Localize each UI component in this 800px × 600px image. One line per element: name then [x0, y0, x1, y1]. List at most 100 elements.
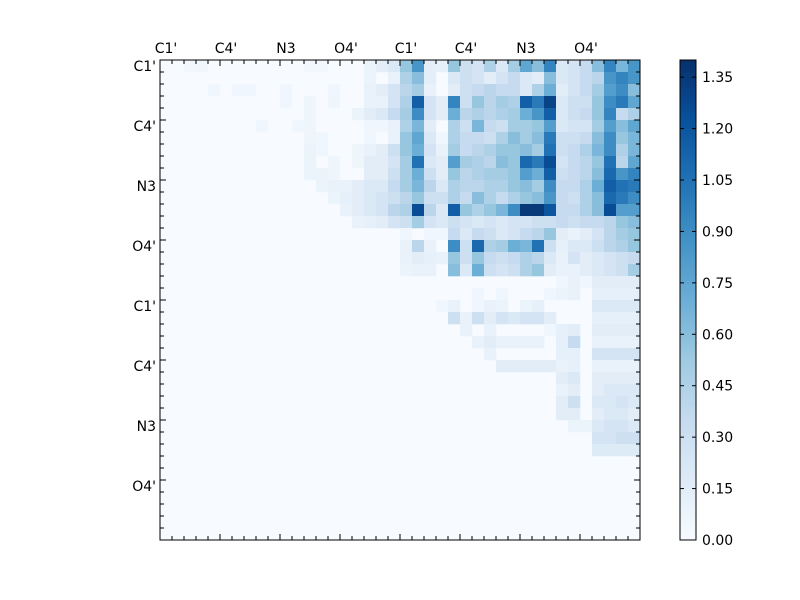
- heatmap-cell: [592, 180, 605, 193]
- heatmap-cell: [544, 288, 557, 301]
- heatmap-cell: [316, 168, 329, 181]
- heatmap-cell: [496, 240, 509, 253]
- heatmap-cell: [364, 216, 377, 229]
- heatmap-cell: [568, 348, 581, 361]
- heatmap-cell: [508, 360, 521, 373]
- heatmap-cell: [424, 180, 437, 193]
- heatmap-cell: [496, 72, 509, 85]
- heatmap-cell: [556, 396, 569, 409]
- heatmap-cell: [532, 360, 545, 373]
- heatmap-cell: [208, 84, 221, 97]
- heatmap-cell: [376, 120, 389, 133]
- heatmap-cell: [412, 132, 425, 145]
- heatmap-cell: [400, 168, 413, 181]
- heatmap-cell: [532, 168, 545, 181]
- heatmap-cell: [388, 84, 401, 97]
- colorbar-ticks: 0.00 0.15 0.30 0.45 0.60 0.75 0.90 1.05 1.20 1.35: [680, 70, 733, 549]
- heatmap-cell: [604, 336, 617, 349]
- heatmap-cell: [556, 252, 569, 265]
- heatmap-cell: [568, 228, 581, 241]
- heatmap-cell: [568, 408, 581, 421]
- heatmap-cell: [568, 144, 581, 157]
- heatmap-cell: [628, 60, 641, 73]
- heatmap-cell: [556, 120, 569, 133]
- heatmap-cell: [568, 240, 581, 253]
- colorbar-tick-label: 0.00: [702, 533, 733, 549]
- heatmap-cell: [472, 240, 485, 253]
- heatmap-cell: [364, 144, 377, 157]
- heatmap-cell: [484, 228, 497, 241]
- heatmap-cell: [400, 84, 413, 97]
- heatmap-cell: [496, 156, 509, 169]
- heatmap-cell: [304, 96, 317, 109]
- heatmap-cell: [532, 252, 545, 265]
- heatmap-cell: [508, 228, 521, 241]
- heatmap-cell: [316, 144, 329, 157]
- heatmap-cell: [496, 312, 509, 325]
- heatmap-cell: [412, 264, 425, 277]
- heatmap-cell: [532, 96, 545, 109]
- heatmap-cell: [532, 336, 545, 349]
- heatmap-cell: [520, 336, 533, 349]
- heatmap-cell: [628, 204, 641, 217]
- heatmap-cell: [496, 120, 509, 133]
- heatmap-cell: [436, 228, 449, 241]
- heatmap-cell: [568, 288, 581, 301]
- heatmap-cell: [580, 204, 593, 217]
- heatmap-cell: [364, 192, 377, 205]
- heatmap-cell: [628, 336, 641, 349]
- heatmap-cell: [544, 180, 557, 193]
- heatmap-cell: [532, 60, 545, 73]
- heatmap-cell: [628, 156, 641, 169]
- heatmap-cells: [160, 60, 641, 540]
- y-tick-label: N3: [137, 179, 156, 195]
- colorbar-tick-label: 1.05: [702, 173, 733, 189]
- heatmap-cell: [508, 312, 521, 325]
- heatmap-cell: [568, 216, 581, 229]
- heatmap-cell: [496, 168, 509, 181]
- heatmap-cell: [604, 372, 617, 385]
- heatmap-cell: [544, 216, 557, 229]
- x-tick-label: C1': [155, 41, 178, 57]
- heatmap-cell: [616, 204, 629, 217]
- heatmap-cell: [412, 204, 425, 217]
- heatmap-cell: [532, 144, 545, 157]
- y-tick-label: C4': [133, 119, 156, 135]
- heatmap-cell: [616, 228, 629, 241]
- y-tick-label: N3: [137, 419, 156, 435]
- heatmap-cell: [568, 132, 581, 145]
- heatmap-cell: [364, 72, 377, 85]
- heatmap-cell: [460, 132, 473, 145]
- heatmap-cell: [580, 192, 593, 205]
- heatmap-cell: [604, 252, 617, 265]
- heatmap-cell: [580, 168, 593, 181]
- heatmap-cell: [592, 96, 605, 109]
- heatmap-cell: [628, 120, 641, 133]
- heatmap-cell: [592, 216, 605, 229]
- heatmap-cell: [280, 84, 293, 97]
- minor-ticks: [159, 59, 641, 541]
- heatmap-cell: [580, 72, 593, 85]
- heatmap-cell: [484, 108, 497, 121]
- heatmap-cell: [412, 60, 425, 73]
- heatmap-cell: [472, 72, 485, 85]
- heatmap-cell: [520, 240, 533, 253]
- heatmap-cell: [352, 144, 365, 157]
- heatmap-cell: [496, 264, 509, 277]
- heatmap-cell: [592, 360, 605, 373]
- heatmap-cell: [616, 372, 629, 385]
- heatmap-cell: [484, 192, 497, 205]
- heatmap-cell: [484, 168, 497, 181]
- colorbar-tick-label: 1.35: [702, 70, 733, 86]
- heatmap-cell: [616, 336, 629, 349]
- heatmap-cell: [544, 60, 557, 73]
- heatmap-cell: [628, 96, 641, 109]
- heatmap-cell: [424, 264, 437, 277]
- heatmap-cell: [592, 228, 605, 241]
- heatmap-cell: [604, 156, 617, 169]
- heatmap-cell: [520, 60, 533, 73]
- heatmap-cell: [616, 192, 629, 205]
- heatmap-cell: [628, 408, 641, 421]
- heatmap-cell: [580, 108, 593, 121]
- heatmap-cell: [388, 216, 401, 229]
